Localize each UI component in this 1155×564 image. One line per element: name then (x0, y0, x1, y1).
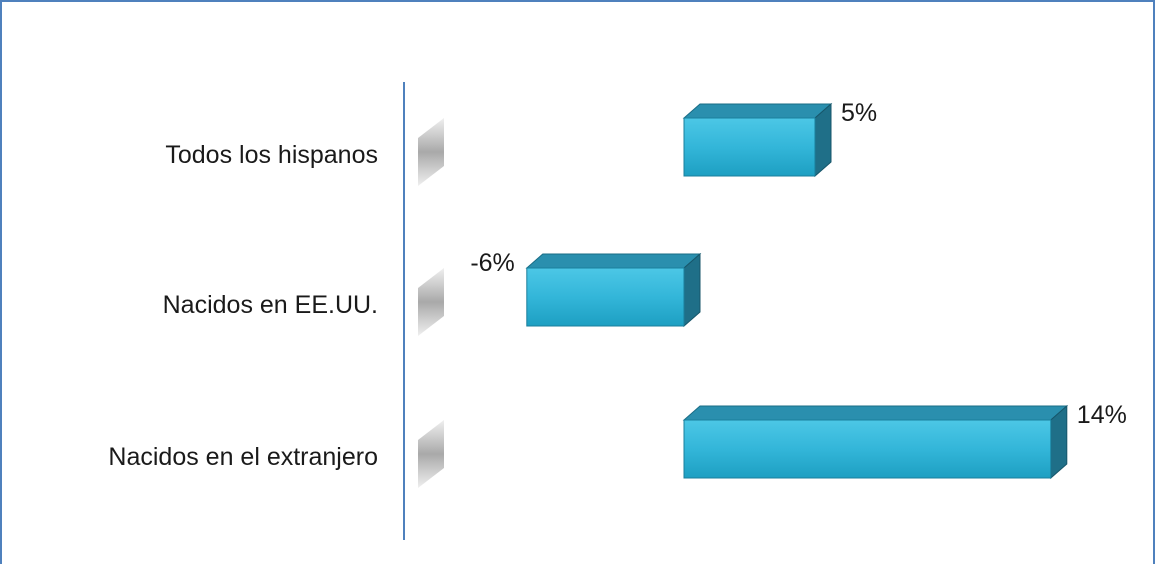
bar (683, 117, 816, 177)
bar-top (682, 405, 1069, 421)
category-walls (418, 118, 444, 488)
category-wall (418, 118, 444, 186)
bar-top (682, 103, 833, 119)
bars-group (525, 102, 1069, 480)
value-label: 5% (841, 99, 877, 127)
value-label: 14% (1077, 401, 1127, 429)
category-wall (418, 420, 444, 488)
value-label: -6% (470, 249, 514, 277)
bar (683, 419, 1052, 479)
category-label: Nacidos en el extranjero (108, 443, 378, 471)
category-wall (418, 268, 444, 336)
bar-top (525, 253, 702, 269)
category-label: Nacidos en EE.UU. (163, 291, 378, 319)
category-labels: Todos los hispanos Nacidos en EE.UU. Nacid… (108, 141, 378, 471)
value-labels: 5% -6% 14% (470, 99, 1127, 429)
category-label: Todos los hispanos (165, 141, 378, 169)
bar (526, 267, 685, 327)
